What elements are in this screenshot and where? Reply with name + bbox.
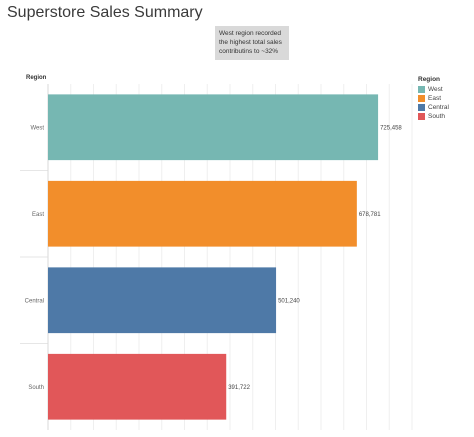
bar-west[interactable] [48,94,379,161]
legend-swatch [418,95,425,102]
bar-east[interactable] [48,180,357,247]
legend-label: East [428,95,442,102]
bar-south[interactable] [48,353,227,420]
legend-swatch [418,86,425,93]
category-label-central: Central [25,298,44,304]
value-label-east: 678,781 [359,212,381,218]
value-label-central: 501,240 [278,298,300,304]
legend-label: South [428,113,445,120]
legend-label: Central [428,104,449,111]
annotation-box: West region recorded the highest total s… [215,26,289,60]
legend-item-south[interactable]: South [418,112,449,121]
chart-title: Superstore Sales Summary [7,4,203,21]
legend-item-central[interactable]: Central [418,103,449,112]
legend-item-east[interactable]: East [418,94,449,103]
bar-central[interactable] [48,267,277,334]
legend: Region West East Central South [418,76,449,121]
row-header: Region [26,75,47,81]
category-label-east: East [32,212,44,218]
category-label-west: West [30,125,44,131]
legend-swatch [418,113,425,120]
legend-item-west[interactable]: West [418,85,449,94]
legend-swatch [418,104,425,111]
legend-title: Region [418,76,441,83]
legend-label: West [428,86,443,93]
value-label-south: 391,722 [228,385,250,391]
value-label-west: 725,458 [380,125,402,131]
category-label-south: South [28,385,44,391]
